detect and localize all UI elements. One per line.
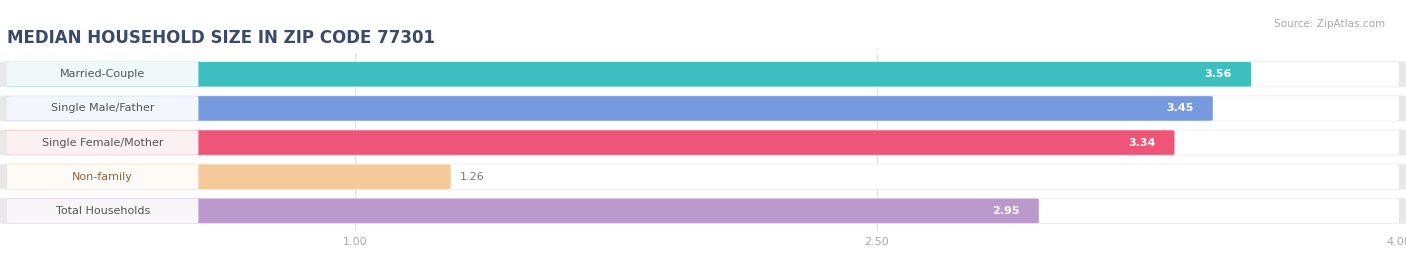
Text: Source: ZipAtlas.com: Source: ZipAtlas.com [1274, 19, 1385, 29]
FancyBboxPatch shape [0, 130, 1406, 155]
FancyBboxPatch shape [7, 62, 1251, 87]
FancyBboxPatch shape [0, 164, 1406, 190]
Text: 3.45: 3.45 [1167, 103, 1194, 114]
FancyBboxPatch shape [7, 96, 1399, 121]
FancyBboxPatch shape [7, 130, 1174, 155]
FancyBboxPatch shape [7, 199, 1039, 223]
Text: 3.34: 3.34 [1128, 137, 1156, 148]
Text: Married-Couple: Married-Couple [60, 69, 145, 79]
Text: 3.56: 3.56 [1205, 69, 1232, 79]
Text: Total Households: Total Households [56, 206, 150, 216]
FancyBboxPatch shape [7, 130, 198, 155]
FancyBboxPatch shape [0, 95, 1406, 121]
FancyBboxPatch shape [7, 130, 1399, 155]
FancyBboxPatch shape [7, 96, 1213, 121]
FancyBboxPatch shape [7, 96, 198, 121]
FancyBboxPatch shape [7, 164, 1399, 189]
FancyBboxPatch shape [7, 199, 198, 223]
FancyBboxPatch shape [0, 61, 1406, 87]
Text: Single Male/Father: Single Male/Father [51, 103, 155, 114]
FancyBboxPatch shape [7, 62, 198, 87]
FancyBboxPatch shape [7, 164, 198, 189]
Text: 1.26: 1.26 [460, 172, 484, 182]
Text: MEDIAN HOUSEHOLD SIZE IN ZIP CODE 77301: MEDIAN HOUSEHOLD SIZE IN ZIP CODE 77301 [7, 29, 434, 47]
Text: Non-family: Non-family [72, 172, 134, 182]
FancyBboxPatch shape [0, 198, 1406, 224]
FancyBboxPatch shape [7, 199, 1399, 223]
Text: Single Female/Mother: Single Female/Mother [42, 137, 163, 148]
FancyBboxPatch shape [7, 62, 1399, 87]
Text: 2.95: 2.95 [993, 206, 1019, 216]
FancyBboxPatch shape [7, 164, 451, 189]
